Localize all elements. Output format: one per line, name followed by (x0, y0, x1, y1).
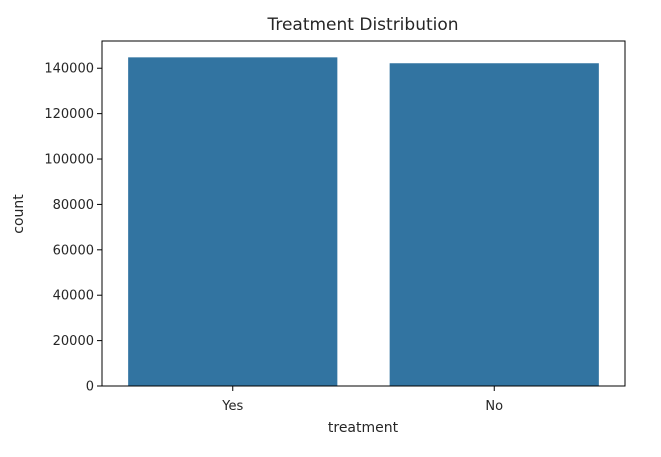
plot-frame (101, 40, 626, 387)
y-tick-label: 140000 (44, 62, 94, 77)
y-tick-label: 20000 (53, 334, 94, 349)
x-axis-label: treatment (328, 420, 399, 436)
y-tick-label: 80000 (53, 198, 94, 213)
y-tick-label: 60000 (53, 243, 94, 258)
y-axis: 0 20000 40000 60000 80000 100000 120000 140000 (44, 62, 102, 395)
y-tick-label: 100000 (44, 153, 94, 168)
y-tick-label: 40000 (53, 289, 94, 304)
y-tick-label: 120000 (44, 107, 94, 122)
x-tick-label: Yes (221, 399, 243, 414)
bar-yes (128, 57, 338, 387)
y-tick-label: 0 (86, 380, 94, 395)
bars-group (128, 57, 599, 387)
chart-title: Treatment Distribution (266, 15, 458, 35)
x-axis: Yes No (221, 386, 503, 414)
bar-no (389, 63, 599, 387)
y-axis-label: count (11, 194, 27, 234)
x-tick-label: No (485, 399, 503, 414)
